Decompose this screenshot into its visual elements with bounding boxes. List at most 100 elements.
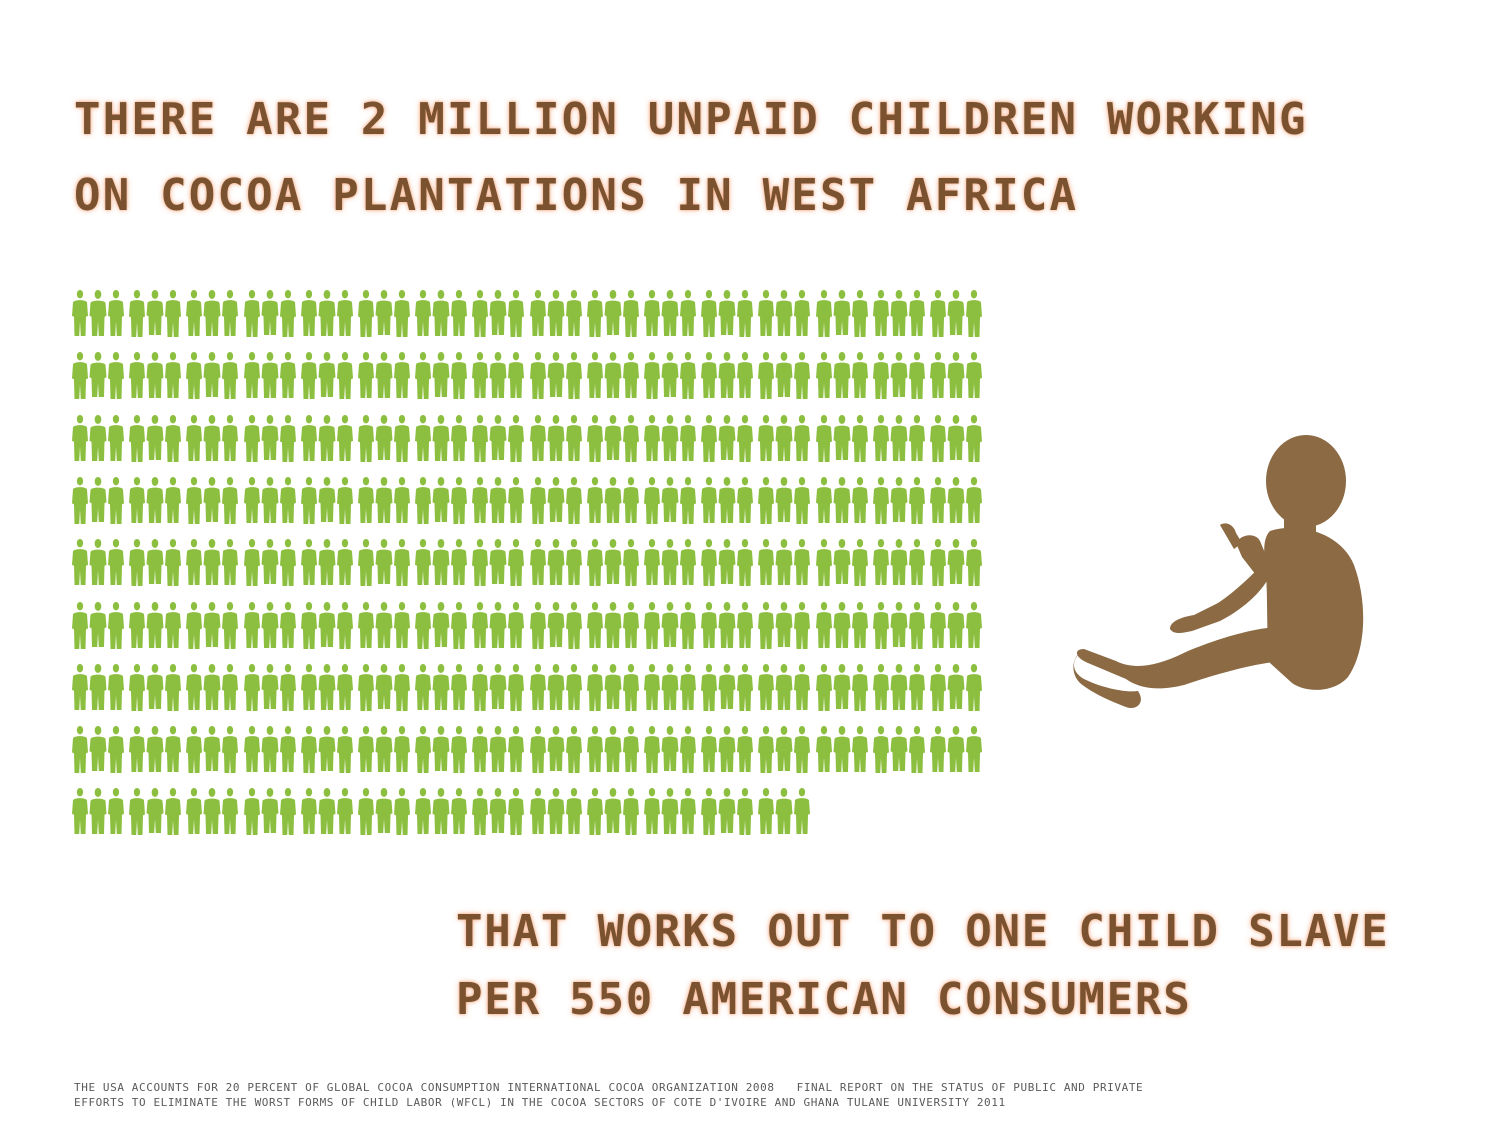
people-group-icon (701, 414, 754, 462)
people-group-icon (758, 726, 811, 774)
people-group-icon (358, 352, 410, 399)
people-group-icon (586, 788, 639, 836)
figure-group (186, 600, 239, 650)
people-group-icon (243, 290, 296, 337)
figure-group (472, 724, 525, 774)
figure-group (529, 537, 582, 587)
people-group-icon (415, 726, 468, 774)
figure-group (415, 662, 468, 712)
figure-group (644, 537, 696, 587)
seated-child-silhouette-icon (1073, 435, 1364, 709)
figure-group (472, 537, 525, 587)
people-group-icon (586, 414, 639, 462)
figure-group (300, 786, 353, 836)
people-group-icon (701, 788, 754, 836)
figure-group (186, 350, 239, 400)
figure-group (586, 600, 639, 650)
figure-group (701, 350, 754, 400)
people-group-icon (129, 726, 182, 773)
people-group-icon (586, 476, 639, 523)
figure-group (586, 288, 639, 338)
people-group-icon (529, 601, 582, 649)
figure-group (472, 413, 525, 463)
figure-group (72, 724, 124, 774)
people-group-icon (644, 352, 696, 400)
figure-group (644, 288, 696, 338)
people-group-icon (72, 539, 124, 586)
figure-group (586, 413, 639, 463)
figure-group (72, 413, 124, 463)
figure-group (415, 413, 468, 463)
people-group-icon (186, 788, 239, 835)
people-group-icon (358, 476, 410, 523)
figure-group (72, 288, 124, 338)
figure-group (415, 600, 468, 650)
people-group-icon (701, 726, 754, 773)
figure-group (815, 600, 868, 650)
figure-group (758, 724, 811, 774)
people-group-icon (701, 290, 754, 337)
people-group-icon (930, 663, 982, 711)
figure-group (701, 475, 754, 525)
figure-group (529, 786, 582, 836)
people-group-icon (644, 539, 696, 586)
people-group-icon (930, 414, 982, 462)
people-group-icon (415, 414, 468, 461)
people-group-icon (472, 539, 525, 587)
figure-group (758, 288, 811, 338)
people-group-icon (358, 539, 410, 587)
people-group-icon (186, 414, 239, 461)
figure-group (872, 288, 925, 338)
people-group-icon (586, 726, 639, 773)
figure-group (872, 413, 925, 463)
people-group-icon (72, 663, 124, 710)
people-group-icon (815, 414, 868, 462)
people-group-icon (72, 788, 124, 835)
figure-group (300, 288, 353, 338)
figure-group (644, 786, 696, 836)
people-group-icon (758, 601, 811, 649)
figure-group (129, 786, 182, 836)
people-group-icon (815, 476, 868, 523)
figure-group (300, 662, 353, 712)
people-group-icon (644, 414, 696, 461)
figure-group (472, 662, 525, 712)
figure-group (415, 288, 468, 338)
footnote-line-1: THE USA ACCOUNTS FOR 20 PERCENT OF GLOBA… (74, 1080, 1143, 1095)
people-group-icon (415, 352, 468, 400)
figure-group (644, 413, 696, 463)
figure-group (930, 600, 982, 650)
figure-group (129, 413, 182, 463)
people-group-icon (300, 414, 353, 461)
people-group-icon (644, 290, 696, 336)
figure-group (72, 600, 124, 650)
people-group-icon (72, 726, 124, 774)
figure-group (186, 413, 239, 463)
people-group-icon (243, 539, 296, 587)
figure-group (930, 662, 982, 712)
footnote-source-2-start: FINAL REPORT ON THE STATUS OF PUBLIC AND… (796, 1081, 1144, 1094)
people-group-icon (300, 539, 353, 586)
people-group-icon (872, 539, 925, 586)
headline-bottom: THAT WORKS OUT TO ONE CHILD SLAVE PER 55… (456, 898, 1390, 1034)
figure-group (644, 475, 696, 525)
people-group-icon (644, 601, 696, 649)
figure-group (186, 786, 239, 836)
people-group-icon (930, 726, 982, 773)
people-group-icon (586, 352, 639, 399)
headline-top-line-1: THERE ARE 2 MILLION UNPAID CHILDREN WORK… (74, 94, 1308, 145)
figure-group (186, 724, 239, 774)
people-group-icon (701, 352, 754, 399)
figure-group (358, 288, 410, 338)
people-group-icon (472, 601, 525, 648)
source-footnote: THE USA ACCOUNTS FOR 20 PERCENT OF GLOBA… (74, 1080, 1143, 1110)
figure-group (72, 786, 124, 836)
people-group-icon (415, 539, 468, 586)
people-group-icon (472, 476, 525, 523)
figure-group (72, 662, 124, 712)
people-group-icon (758, 539, 811, 586)
figure-group (701, 413, 754, 463)
figure-group (243, 413, 296, 463)
figure-group (758, 537, 811, 587)
figure-group (243, 662, 296, 712)
